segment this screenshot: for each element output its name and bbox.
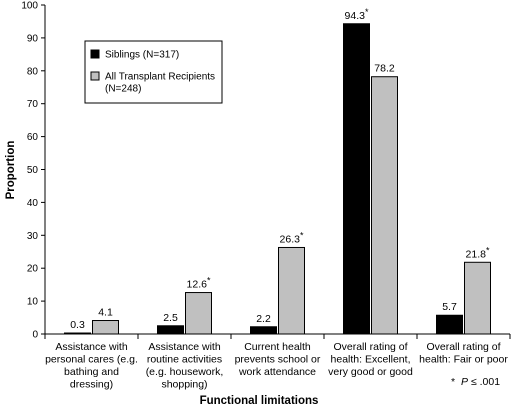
legend-swatch-siblings xyxy=(90,49,100,59)
y-tick-label: 20 xyxy=(27,264,39,275)
footnote-p-symbol: P xyxy=(461,376,468,388)
x-axis-title: Functional limitations xyxy=(200,395,319,407)
legend-label-siblings: Siblings (N=317) xyxy=(105,50,179,61)
significance-footnote: * P ≤ .001 xyxy=(451,376,500,388)
x-category-label-2: Assistance with routine activities (e.g. h… xyxy=(146,341,224,391)
y-tick-label: 30 xyxy=(27,231,39,242)
y-tick-label: 0 xyxy=(32,330,38,341)
y-axis-title: Proportion xyxy=(5,141,17,200)
significance-marker: * xyxy=(365,7,369,17)
x-category-label-3: Current health prevents school or work att… xyxy=(235,341,321,378)
bar-siblings-4 xyxy=(343,23,370,335)
y-tick-label: 90 xyxy=(27,33,39,44)
bar-transplant-4 xyxy=(371,76,398,335)
data-label-transplant-4: 78.2 xyxy=(374,63,395,75)
bar-transplant-2 xyxy=(185,292,212,335)
legend-swatch-transplant xyxy=(90,71,100,81)
data-label-transplant-2: 12.6* xyxy=(187,276,211,291)
bar-transplant-5 xyxy=(464,261,491,335)
bar-siblings-2 xyxy=(157,325,184,335)
y-tick-label: 70 xyxy=(27,99,39,110)
data-label-siblings-1: 0.3 xyxy=(70,319,85,331)
legend-box xyxy=(84,40,223,104)
x-category-label-1: Assistance with personal cares (e.g. bathi… xyxy=(45,341,138,391)
x-category-label-5: Overall rating of health: Fair or poor xyxy=(419,341,508,366)
bar-siblings-3 xyxy=(250,326,277,335)
data-label-transplant-3: 26.3* xyxy=(280,230,304,245)
x-category-label-4: Overall rating of health: Excellent, very … xyxy=(328,341,413,378)
y-tick-label: 80 xyxy=(27,66,39,77)
bar-siblings-1 xyxy=(64,332,91,335)
bar-transplant-1 xyxy=(92,320,119,335)
bar-transplant-3 xyxy=(278,246,305,335)
data-label-siblings-4: 94.3* xyxy=(345,7,369,22)
y-tick-label: 100 xyxy=(21,1,38,12)
significance-marker: * xyxy=(486,245,490,255)
data-label-transplant-5: 21.8* xyxy=(466,245,490,260)
y-tick-label: 50 xyxy=(27,165,39,176)
legend-label-transplant: All Transplant Recipients (N=248) xyxy=(105,72,215,95)
significance-marker: * xyxy=(207,276,211,286)
significance-marker: * xyxy=(300,230,304,240)
footnote-condition: ≤ .001 xyxy=(471,376,500,388)
data-label-siblings-2: 2.5 xyxy=(163,312,178,324)
data-label-transplant-1: 4.1 xyxy=(98,307,113,319)
data-label-siblings-3: 2.2 xyxy=(256,313,271,325)
legend: Siblings (N=317) All Transplant Recipient… xyxy=(84,40,223,104)
footnote-marker: * xyxy=(451,376,455,388)
y-tick-label: 40 xyxy=(27,198,39,209)
plot-area: 0 10 20 30 40 50 60 70 80 90 100 0.3 4.1 Assistance w… xyxy=(21,1,511,391)
y-tick-label: 60 xyxy=(27,132,39,143)
data-label-siblings-5: 5.7 xyxy=(442,301,457,313)
y-tick-label: 10 xyxy=(27,297,39,308)
bar-siblings-5 xyxy=(436,314,463,335)
